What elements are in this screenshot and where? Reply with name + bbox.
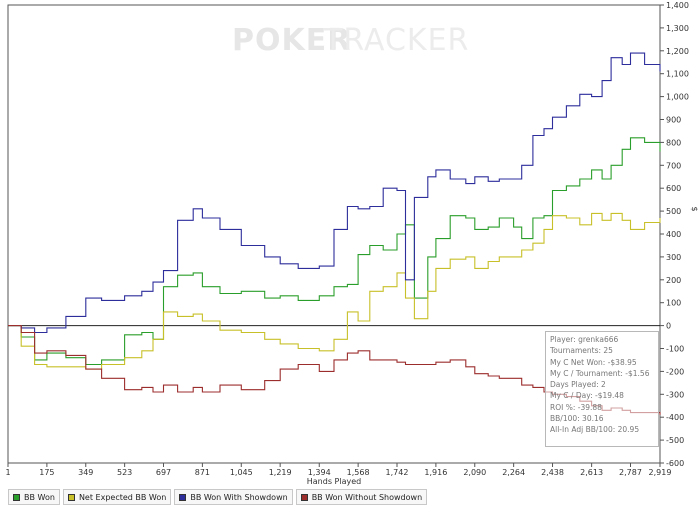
x-tick-label: 1,045 — [230, 468, 253, 477]
x-tick-label: 2,090 — [463, 468, 486, 477]
y-tick-label: 400 — [666, 230, 681, 239]
x-tick-label: 1,568 — [347, 468, 370, 477]
x-tick-label: 2,613 — [580, 468, 603, 477]
watermark-poker-text: POKER — [232, 23, 351, 58]
stat-per-tournament: My C / Tournament: -$1.56 — [550, 368, 650, 378]
x-tick-label: 2,264 — [502, 468, 525, 477]
player-stats-box: Player: grenka666 Tournaments: 25 My C N… — [545, 331, 659, 447]
x-tick-label: 2,787 — [619, 468, 642, 477]
stat-tournaments: Tournaments: 25 — [550, 346, 613, 356]
legend: BB Won Net Expected BB Won BB Won With S… — [8, 489, 428, 505]
x-tick-label: 1,394 — [308, 468, 331, 477]
legend-swatch-yellow-icon — [67, 493, 75, 501]
poker-tracker-watermark: POKER TRACKER — [232, 23, 469, 58]
legend-swatch-red-icon — [300, 493, 308, 501]
y-tick-label: 600 — [666, 184, 681, 193]
y-tick-label: -300 — [666, 390, 684, 399]
x-tick-label: 2,438 — [541, 468, 564, 477]
stat-per-day: My C / Day: -$19.48 — [550, 391, 624, 401]
x-tick-label: 1 — [5, 468, 10, 477]
y-tick-label: -200 — [666, 367, 684, 376]
y-tick-label: 1,300 — [666, 24, 689, 33]
stat-days-played: Days Played: 2 — [550, 380, 606, 390]
y-tick-label: -400 — [666, 413, 684, 422]
x-tick-label: 175 — [39, 468, 54, 477]
y-tick-label: -600 — [666, 459, 684, 468]
x-tick-label: 349 — [78, 468, 93, 477]
x-tick-label: 697 — [156, 468, 171, 477]
y-tick-label: 100 — [666, 299, 681, 308]
legend-label: BB Won With Showdown — [190, 492, 288, 502]
stat-player: Player: grenka666 — [550, 335, 619, 344]
y-tick-label: 500 — [666, 207, 681, 216]
stat-allin-adj-bb-per-100: All-In Adj BB/100: 20.95 — [550, 425, 640, 435]
y-tick-label: 800 — [666, 138, 681, 147]
legend-item-bb-won-with-showdown[interactable]: BB Won With Showdown — [174, 489, 293, 505]
series-line-bb-won — [8, 137, 661, 366]
y-tick-label: -500 — [666, 436, 684, 445]
legend-label: BB Won Without Showdown — [311, 492, 423, 502]
y-tick-label: 200 — [666, 276, 681, 285]
y-tick-label: 300 — [666, 253, 681, 262]
y-tick-label: 1,100 — [666, 70, 689, 79]
series-line-net-expected-bb-won — [8, 212, 661, 370]
legend-label: Net Expected BB Won — [78, 492, 167, 502]
y-tick-label: 1,400 — [666, 1, 689, 10]
stat-bb-per-100: BB/100: 30.16 — [550, 414, 604, 424]
x-axis: 1 175 349 523 697 871 1,045 1,219 1,394 1,568 1,74… — [5, 463, 671, 477]
stat-roi: ROI %: -39.88 — [550, 402, 602, 412]
legend-item-bb-won[interactable]: BB Won — [8, 489, 60, 505]
x-tick-label: 523 — [117, 468, 132, 477]
y-tick-label: 0 — [666, 322, 671, 331]
legend-swatch-green-icon — [13, 493, 20, 501]
y-tick-label: 1,000 — [666, 93, 689, 102]
x-tick-label: 871 — [195, 468, 210, 477]
x-tick-label: 2,919 — [649, 468, 672, 477]
y-tick-label: 700 — [666, 161, 681, 170]
y-tick-label: 1,200 — [666, 47, 689, 56]
legend-label: BB Won — [24, 492, 55, 502]
y-tick-label: 900 — [666, 116, 681, 125]
y-tick-label: -100 — [666, 345, 684, 354]
series-line-bb-won-with-showdown — [8, 52, 661, 334]
x-tick-label: 1,916 — [424, 468, 447, 477]
x-tick-label: 1,742 — [386, 468, 409, 477]
stat-net-won: My C Net Won: -$38.95 — [550, 357, 637, 367]
legend-item-net-expected-bb-won[interactable]: Net Expected BB Won — [62, 489, 172, 505]
y-axis-title: $ — [690, 206, 699, 211]
x-tick-label: 1,219 — [269, 468, 292, 477]
watermark-tracker-text: TRACKER — [323, 23, 469, 58]
x-axis-title: Hands Played — [307, 477, 361, 486]
legend-swatch-blue-icon — [179, 493, 187, 501]
legend-item-bb-won-without-showdown[interactable]: BB Won Without Showdown — [295, 489, 428, 505]
y-axis: -600 -500 -400 -300 -200 -100 0 100 200 300 400 500… — [660, 1, 689, 468]
